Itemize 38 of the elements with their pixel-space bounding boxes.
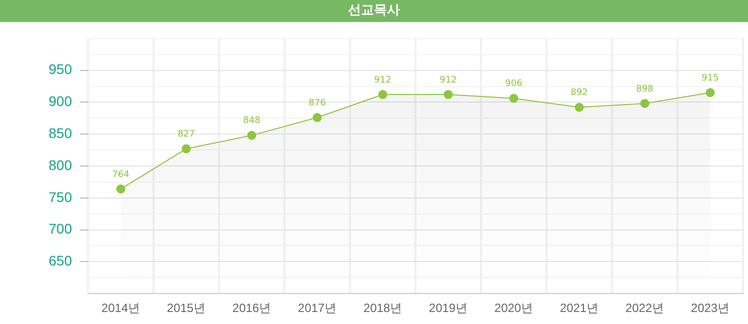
data-label: 848 — [243, 116, 261, 126]
point — [182, 144, 191, 154]
point — [640, 98, 650, 108]
y-tick-label: 700 — [48, 220, 72, 237]
point — [509, 94, 518, 103]
data-label: 906 — [505, 79, 523, 90]
point — [706, 88, 715, 98]
y-tick-label: 650 — [48, 252, 72, 269]
point — [116, 184, 126, 194]
x-tick-label: 2018년 — [363, 301, 402, 316]
x-tick-label: 2019년 — [428, 301, 468, 316]
point — [247, 130, 256, 140]
y-tick-label: 850 — [48, 124, 72, 141]
point — [378, 90, 388, 100]
x-tick-label: 2015년 — [166, 301, 206, 316]
data-label: 912 — [374, 75, 392, 86]
y-tick-label: 800 — [48, 156, 72, 173]
y-tick-label: 900 — [48, 93, 72, 110]
data-label: 915 — [702, 73, 719, 84]
point — [574, 102, 584, 112]
x-tick-label: 2014년 — [101, 301, 140, 316]
x-tick-label: 2023년 — [690, 301, 730, 316]
x-tick-label: 2022년 — [625, 301, 664, 316]
x-tick-label: 2016년 — [232, 301, 272, 316]
point — [312, 113, 322, 122]
data-label: 764 — [112, 170, 130, 180]
data-label: 827 — [178, 130, 195, 140]
x-tick-label: 2020년 — [494, 301, 534, 316]
data-label: 898 — [636, 84, 654, 94]
x-tick-label: 2017년 — [298, 301, 337, 316]
point — [444, 90, 453, 100]
x-tick-label: 2021년 — [560, 301, 599, 316]
y-tick-label: 950 — [48, 61, 72, 78]
y-tick-label: 750 — [48, 188, 72, 205]
data-label: 892 — [570, 88, 588, 98]
data-label: 912 — [440, 75, 457, 86]
data-label: 876 — [308, 98, 326, 108]
chart-title: 선교목사 — [0, 0, 748, 22]
